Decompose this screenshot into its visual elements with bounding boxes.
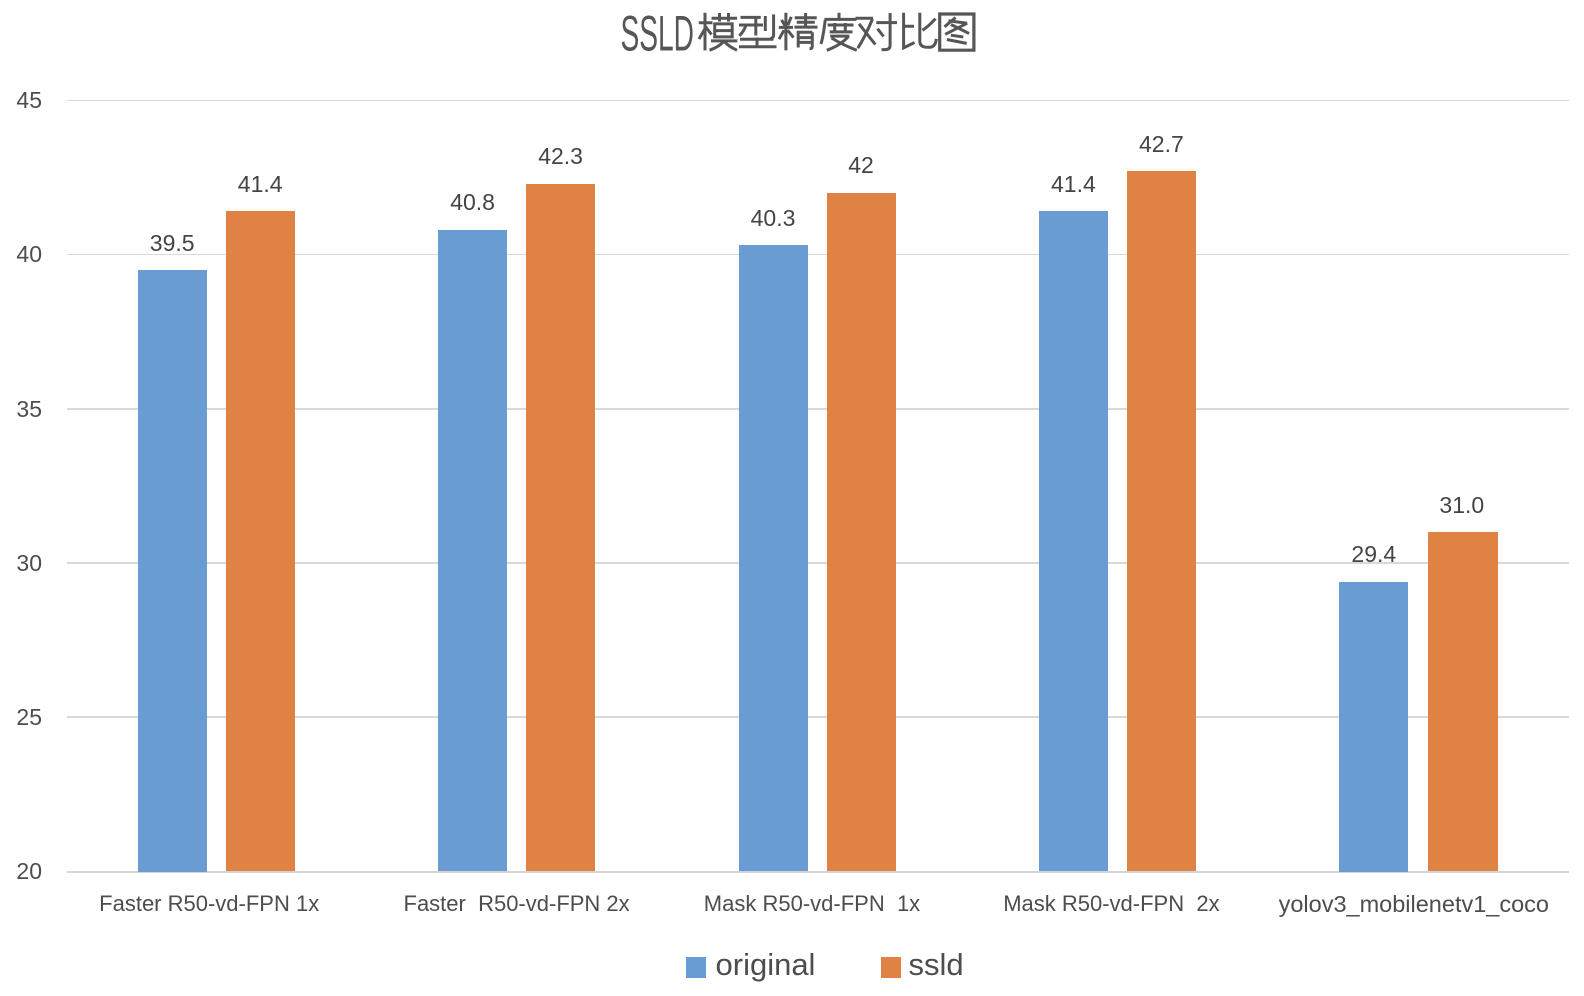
svg-text:SSLD: SSLD — [621, 6, 695, 56]
